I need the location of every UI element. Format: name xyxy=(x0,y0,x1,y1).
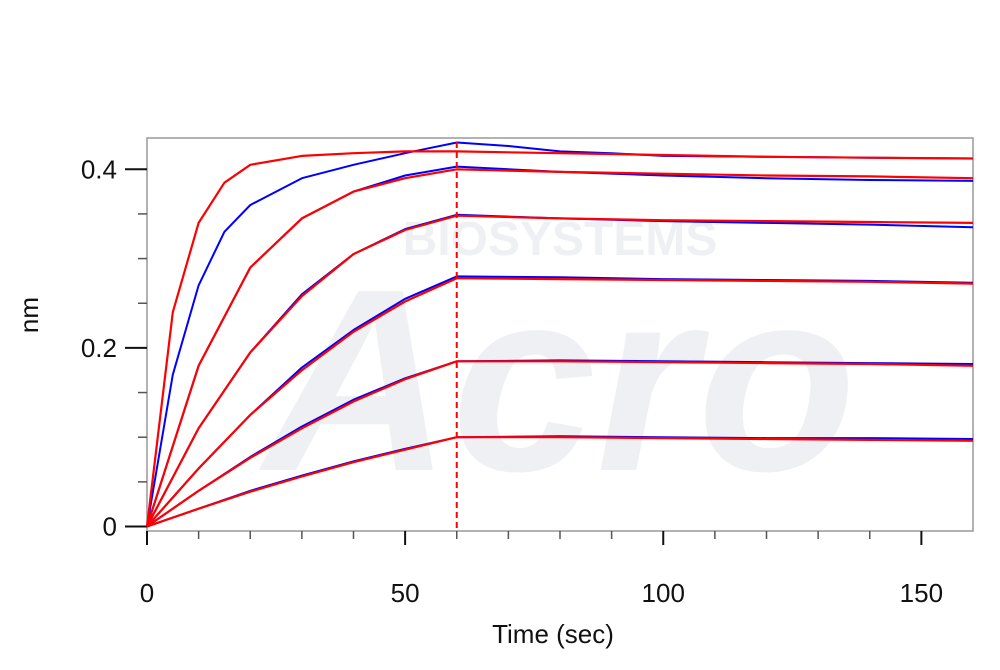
x-tick-label: 50 xyxy=(391,578,420,608)
x-tick-label: 150 xyxy=(900,578,943,608)
fit-curve xyxy=(146,214,974,528)
major-ticks xyxy=(125,168,923,545)
minor-ticks xyxy=(138,213,871,539)
x-tick-labels: 0 50 100 150 xyxy=(140,578,943,608)
y-tick-labels: 0 0.2 0.4 xyxy=(81,154,117,541)
x-axis-title: Time (sec) xyxy=(492,619,614,649)
y-tick-label: 0.4 xyxy=(81,154,117,184)
curves xyxy=(145,141,974,528)
y-tick-label: 0.2 xyxy=(81,333,117,363)
x-tick-label: 0 xyxy=(140,578,154,608)
fit-curve xyxy=(146,436,974,528)
y-axis-title: nm xyxy=(14,297,44,333)
fit-curve xyxy=(145,168,974,527)
watermark-logo: Acro xyxy=(256,236,857,526)
fit-curve xyxy=(146,360,974,528)
watermark: BIOSYSTEMS Acro xyxy=(256,213,857,526)
y-tick-label: 0 xyxy=(103,512,117,542)
x-tick-label: 100 xyxy=(642,578,685,608)
fit-curve xyxy=(145,150,974,527)
fit-curve xyxy=(146,277,974,528)
